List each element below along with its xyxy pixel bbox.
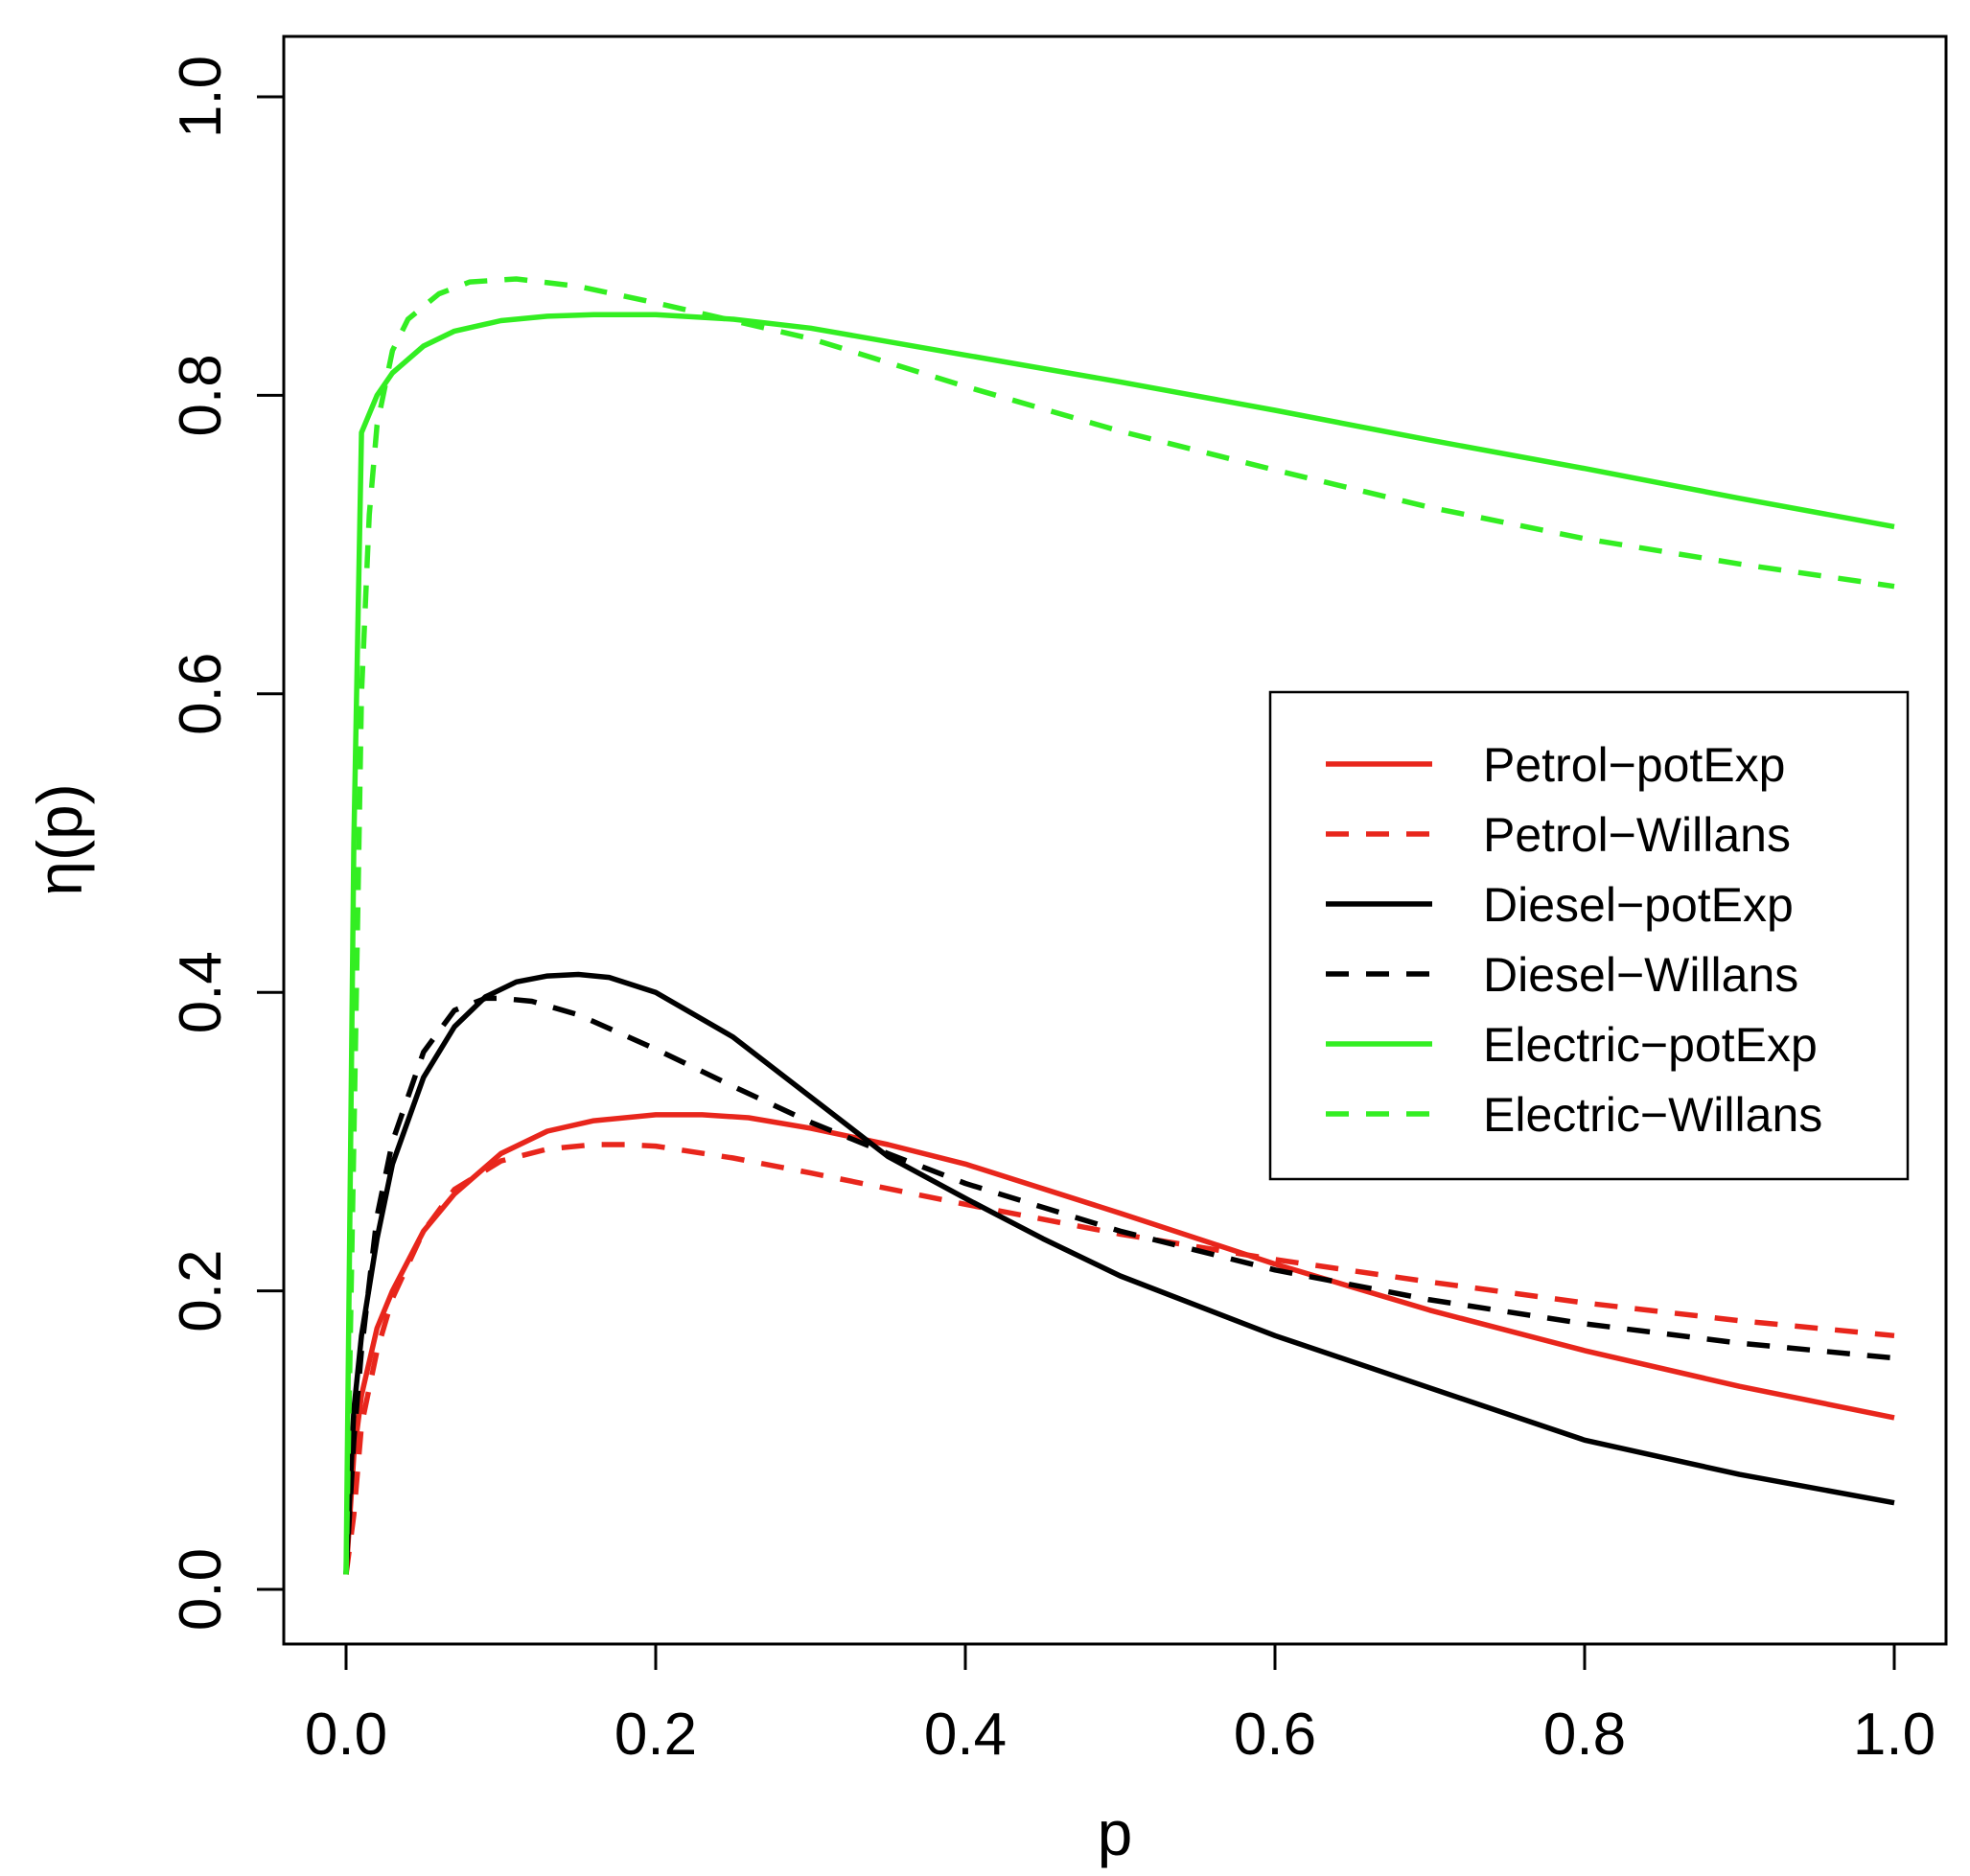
y-tick-label: 0.4 [168, 951, 234, 1033]
x-tick-label: 0.8 [1543, 1702, 1626, 1768]
legend-box [1268, 690, 1910, 1181]
legend-label-1: Petrol−potExp [1483, 738, 1785, 792]
legend-label-5: Electric−potExp [1483, 1018, 1818, 1072]
x-tick-label: 0.0 [305, 1702, 387, 1768]
x-tick-label: 1.0 [1853, 1702, 1935, 1768]
x-axis: 0.0 0.2 0.4 0.6 0.8 1.0 [305, 1642, 1935, 1768]
y-axis-title: η(p) [24, 783, 95, 895]
series-line-4 [343, 995, 1895, 1575]
x-tick-label: 0.4 [924, 1702, 1007, 1768]
series-line-2 [343, 1142, 1895, 1575]
legend-label-2: Petrol−Willans [1483, 808, 1791, 862]
x-tick-label: 0.2 [614, 1702, 697, 1768]
legend: Petrol−potExp Petrol−Willans Diesel−potExp… [1268, 690, 1910, 1181]
series-layer [343, 276, 1895, 1575]
y-tick-label: 0.2 [168, 1249, 234, 1332]
series-line-6 [343, 276, 1895, 1575]
y-tick-label: 0.8 [168, 354, 234, 436]
y-tick-label: 0.0 [168, 1548, 234, 1631]
x-tick-label: 0.6 [1234, 1702, 1316, 1768]
y-axis: 0.0 0.2 0.4 0.6 0.8 1.0 [168, 56, 286, 1631]
legend-label-3: Diesel−potExp [1483, 878, 1794, 932]
legend-label-4: Diesel−Willans [1483, 948, 1798, 1002]
series-line-5 [343, 312, 1895, 1575]
y-tick-label: 0.6 [168, 653, 234, 735]
x-axis-title: p [1098, 1797, 1133, 1868]
series-line-3 [343, 971, 1895, 1575]
y-tick-label: 1.0 [168, 56, 234, 138]
legend-label-6: Electric−Willans [1483, 1088, 1822, 1142]
